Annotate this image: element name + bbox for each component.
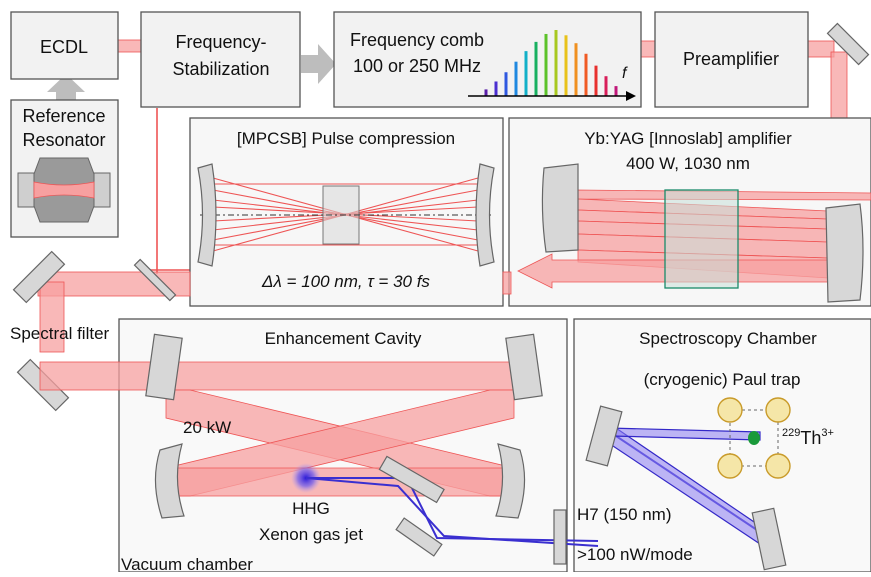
power-per-mode-label: >100 nW/mode bbox=[577, 545, 693, 564]
gas-jet-label: Xenon gas jet bbox=[259, 525, 363, 544]
pickoff-mirror bbox=[133, 258, 177, 302]
amplifier-mirror-right bbox=[825, 203, 864, 303]
amplifier-crystal bbox=[664, 189, 739, 289]
trap-electrode-top-right bbox=[765, 397, 791, 423]
compression-mirror-left bbox=[197, 163, 217, 267]
spectral-filter-label: Spectral filter bbox=[10, 324, 110, 343]
cavity-power-label: 20 kW bbox=[183, 418, 231, 437]
comb-label-line2: 100 or 250 MHz bbox=[353, 56, 481, 76]
outcoupling-mirror-top bbox=[378, 455, 445, 504]
spectroscopy-chamber-title: Spectroscopy Chamber bbox=[639, 329, 817, 348]
trapped-ion bbox=[748, 431, 760, 445]
resonator-label-line1: Reference bbox=[22, 106, 105, 126]
outcoupling-mirror-bottom bbox=[395, 517, 443, 557]
grey-arrows bbox=[47, 44, 336, 100]
seed-beam-path bbox=[117, 39, 848, 274]
spectral-filter-mirror-top bbox=[12, 250, 66, 304]
top-right-mirror bbox=[826, 22, 870, 66]
cavity-mirror-top-left bbox=[145, 333, 183, 401]
ion-charge: 3+ bbox=[821, 427, 834, 439]
amplifier-box: Yb:YAG [Innoslab] amplifier 400 W, 1030 … bbox=[508, 117, 871, 307]
stabilization-label-line1: Frequency- bbox=[175, 32, 266, 52]
ion-symbol: Th bbox=[800, 428, 821, 448]
enhancement-cavity-title: Enhancement Cavity bbox=[265, 329, 422, 348]
spectroscopy-mirror-right bbox=[751, 507, 787, 571]
compression-title: [MPCSB] Pulse compression bbox=[237, 129, 455, 148]
spectroscopy-mirror-left bbox=[585, 405, 623, 467]
pulse-compression-box: [MPCSB] Pulse compression Δλ = 100 nm, τ… bbox=[189, 117, 504, 307]
amplifier-params: 400 W, 1030 nm bbox=[626, 154, 750, 173]
reference-resonator-box: Reference Resonator bbox=[10, 99, 119, 238]
resonator-icon bbox=[17, 157, 111, 223]
enhancement-cavity: Enhancement Cavity 20 kW bbox=[39, 329, 543, 519]
comb-label-line1: Frequency comb bbox=[350, 30, 484, 50]
resonator-label-line2: Resonator bbox=[22, 130, 105, 150]
paul-trap bbox=[717, 397, 791, 479]
hhg-label: HHG bbox=[292, 499, 330, 518]
harmonic-label: H7 (150 nm) bbox=[577, 505, 671, 524]
cavity-mirror-bottom-left bbox=[154, 443, 185, 519]
ecdl-box: ECDL bbox=[10, 11, 119, 80]
uv-beam-path bbox=[305, 423, 761, 547]
cavity-mirror-top-right bbox=[505, 333, 543, 401]
preamplifier-box: Preamplifier bbox=[654, 11, 809, 108]
ion-label: 229Th3+ bbox=[782, 427, 834, 448]
paul-trap-label: (cryogenic) Paul trap bbox=[644, 370, 801, 389]
vacuum-window bbox=[553, 509, 567, 565]
ion-mass-number: 229 bbox=[782, 427, 800, 439]
stabilization-box: Frequency- Stabilization bbox=[140, 11, 301, 108]
arrow-stabilization-to-comb bbox=[301, 44, 336, 84]
ecdl-label: ECDL bbox=[40, 37, 88, 57]
amplifier-mirror-left bbox=[541, 163, 579, 253]
compression-mirror-right bbox=[475, 163, 495, 267]
arrow-resonator-to-ecdl bbox=[47, 74, 85, 100]
trap-electrode-top-left bbox=[717, 397, 743, 423]
comb-axis-label: f bbox=[622, 65, 628, 82]
frequency-comb-box: Frequency comb 100 or 250 MHz f bbox=[333, 11, 642, 108]
compression-params: Δλ = 100 nm, τ = 30 fs bbox=[261, 272, 430, 291]
amplifier-title: Yb:YAG [Innoslab] amplifier bbox=[584, 129, 792, 148]
vacuum-chamber-label: Vacuum chamber bbox=[121, 555, 253, 572]
comb-axis-arrowhead bbox=[626, 91, 636, 101]
trap-electrode-bottom-right bbox=[765, 453, 791, 479]
trap-electrode-bottom-left bbox=[717, 453, 743, 479]
comb-spectrum bbox=[484, 30, 618, 96]
stabilization-label-line2: Stabilization bbox=[172, 59, 269, 79]
cavity-mirror-bottom-right bbox=[495, 443, 526, 519]
preamplifier-label: Preamplifier bbox=[683, 49, 779, 69]
